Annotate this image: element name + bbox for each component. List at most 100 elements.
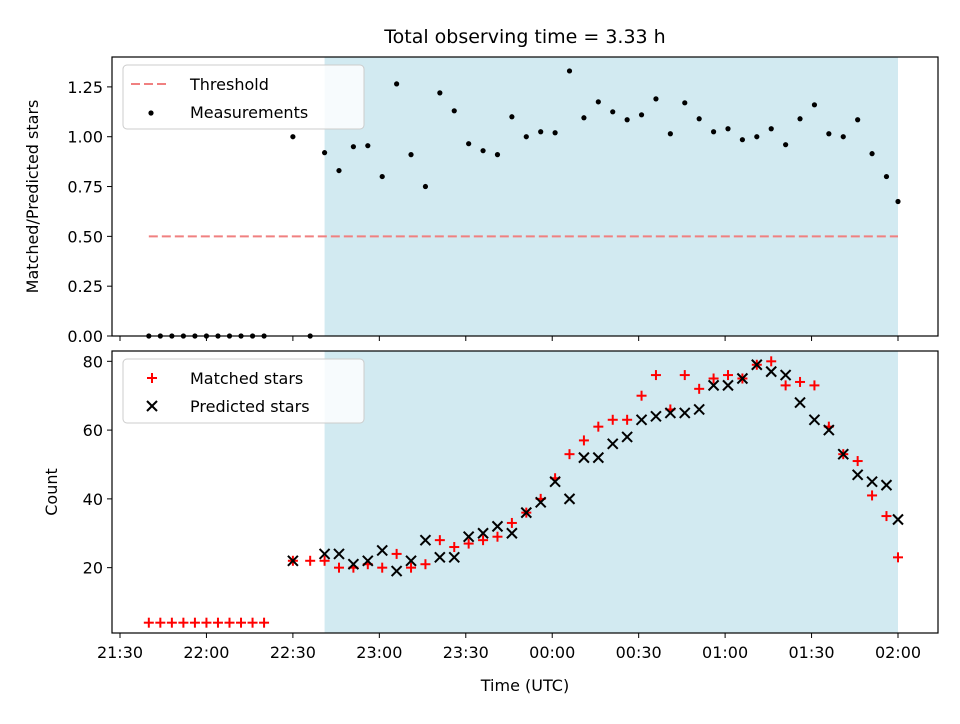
measurement-point xyxy=(840,134,846,140)
marker-stroke xyxy=(462,531,475,543)
marker-stroke xyxy=(376,544,388,557)
matched-star-marker xyxy=(224,617,235,628)
predicted-star-marker xyxy=(390,565,403,577)
measurement-point xyxy=(466,141,472,147)
measurement-point xyxy=(480,148,486,154)
measurement-point xyxy=(667,131,673,137)
legend-predicted-swatch xyxy=(146,400,158,412)
predicted-star-marker xyxy=(866,475,878,488)
predicted-star-marker xyxy=(635,414,648,426)
matched-star-marker xyxy=(406,562,417,573)
matched-star-marker xyxy=(333,562,344,573)
matched-star-marker xyxy=(708,373,719,384)
measurement-point xyxy=(566,68,573,74)
marker-stroke xyxy=(362,555,374,567)
measurement-point xyxy=(754,134,760,140)
x-tick-label: 01:00 xyxy=(702,643,748,662)
matched-star-marker xyxy=(236,617,247,628)
y-tick-label: 1.25 xyxy=(67,78,103,97)
predicted-star-marker xyxy=(722,379,734,392)
x-tick-label: 00:30 xyxy=(616,643,662,662)
measurement-point xyxy=(682,100,688,106)
predicted-star-marker xyxy=(362,555,374,567)
marker-stroke xyxy=(448,551,460,564)
marker-stroke xyxy=(491,520,504,533)
y-tick-label: 0.50 xyxy=(67,227,103,246)
marker-stroke xyxy=(635,414,648,426)
marker-stroke xyxy=(707,379,720,392)
predicted-star-marker xyxy=(405,555,417,567)
predicted-star-marker xyxy=(693,403,705,416)
predicted-star-marker xyxy=(823,424,835,436)
matched-star-marker xyxy=(679,370,690,381)
matched-star-marker xyxy=(766,356,777,367)
measurement-point xyxy=(826,131,832,137)
marker-stroke xyxy=(563,493,576,505)
marker-stroke xyxy=(794,396,806,409)
marker-stroke xyxy=(679,407,691,419)
measurement-point xyxy=(783,142,789,148)
predicted-star-marker xyxy=(347,558,360,570)
matched-star-marker xyxy=(795,376,806,387)
measurement-point xyxy=(638,112,645,118)
marker-stroke xyxy=(592,451,605,464)
matched-star-marker xyxy=(593,421,604,432)
measurement-point xyxy=(538,129,544,135)
marker-stroke xyxy=(506,527,518,539)
matched-star-marker xyxy=(377,562,388,573)
predicted-star-marker xyxy=(736,372,749,385)
legend-box xyxy=(122,358,365,424)
marker-stroke xyxy=(520,506,532,519)
y-tick-label: 60 xyxy=(83,421,103,440)
marker-stroke xyxy=(146,400,158,412)
marker-stroke xyxy=(808,414,821,426)
predicted-star-marker xyxy=(520,506,532,519)
marker-stroke xyxy=(607,438,619,450)
measurement-point xyxy=(336,167,342,174)
legend-predicted-label: Predicted stars xyxy=(190,397,310,416)
marker-stroke xyxy=(390,565,403,577)
matched-star-marker xyxy=(189,617,200,628)
predicted-star-marker xyxy=(592,451,605,464)
matched-star-marker xyxy=(852,456,863,467)
observing-window-span xyxy=(324,57,898,336)
marker-stroke xyxy=(419,534,432,546)
measurement-point xyxy=(451,108,457,114)
measurement-point xyxy=(624,117,630,123)
measurement-point xyxy=(494,152,501,158)
predicted-star-marker xyxy=(880,479,893,491)
marker-stroke xyxy=(823,424,835,436)
marker-stroke xyxy=(477,527,489,539)
matched-star-marker xyxy=(259,617,270,628)
marker-stroke xyxy=(287,555,299,567)
matched-star-marker xyxy=(247,617,258,628)
measurement-point xyxy=(350,144,356,150)
matched-star-marker xyxy=(722,370,733,381)
matched-star-marker xyxy=(636,390,647,401)
measurement-point xyxy=(422,183,429,190)
y-tick-label: 40 xyxy=(83,490,103,509)
predicted-star-marker xyxy=(679,407,691,419)
predicted-star-marker xyxy=(851,469,864,481)
matched-star-marker xyxy=(478,535,489,546)
marker-stroke xyxy=(318,548,331,560)
y-tick-label: 20 xyxy=(83,559,103,578)
y-axis-label: Count xyxy=(42,468,61,516)
marker-stroke xyxy=(534,496,547,509)
x-tick-label: 23:30 xyxy=(443,643,489,662)
measurement-point xyxy=(725,126,731,132)
marker-stroke xyxy=(333,548,345,560)
matched-star-marker xyxy=(305,555,316,566)
measurement-point xyxy=(321,150,328,156)
chart-title: Total observing time = 3.33 h xyxy=(383,26,665,48)
matched-star-marker xyxy=(650,370,661,381)
marker-stroke xyxy=(779,369,792,381)
predicted-star-marker xyxy=(808,414,821,426)
legend-measurements-swatch xyxy=(148,110,154,116)
predicted-star-marker xyxy=(664,407,677,419)
marker-stroke xyxy=(405,555,417,567)
marker-stroke xyxy=(621,431,633,443)
measurement-point xyxy=(290,134,296,140)
measurement-point xyxy=(581,115,587,121)
